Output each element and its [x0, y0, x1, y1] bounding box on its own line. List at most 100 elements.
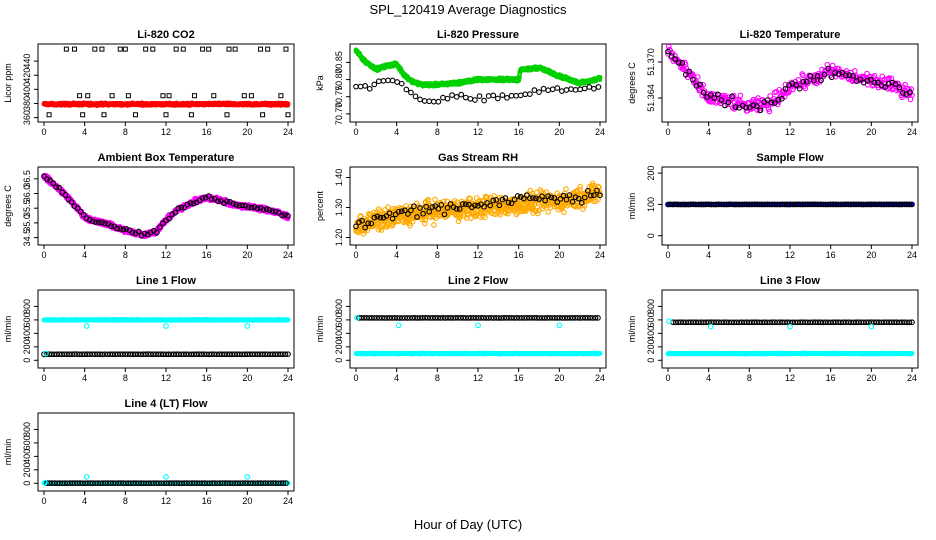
data-point	[245, 204, 252, 211]
data-point	[481, 97, 487, 104]
data-point	[389, 77, 396, 84]
data-point	[800, 72, 806, 79]
data-point	[675, 60, 682, 66]
data-point	[700, 89, 707, 96]
data-point	[829, 62, 836, 69]
data-point	[668, 53, 675, 59]
data-point	[722, 102, 728, 109]
data-point	[597, 77, 603, 83]
data-point	[572, 86, 579, 93]
data-point	[811, 77, 817, 84]
data-point	[825, 65, 831, 72]
plot-frame	[37, 43, 295, 123]
x-tick-label: 4	[394, 127, 399, 137]
panel-title: Ambient Box Temperature	[98, 152, 235, 164]
data-point	[444, 198, 450, 205]
data-point	[875, 79, 881, 86]
data-point	[157, 224, 163, 230]
x-tick-label: 0	[41, 250, 46, 260]
data-point	[800, 78, 807, 85]
data-point	[199, 195, 206, 202]
data-point	[449, 92, 455, 98]
y-axis-label: degrees C	[627, 62, 637, 104]
data-point	[236, 202, 243, 209]
panel-title: Li-820 CO2	[137, 29, 194, 41]
data-point	[467, 95, 474, 102]
data-point	[595, 84, 602, 90]
data-point	[453, 93, 460, 100]
data-point	[241, 93, 247, 99]
data-point	[53, 184, 60, 190]
data-point	[173, 46, 179, 52]
data-point	[398, 80, 405, 87]
data-point	[178, 204, 185, 211]
data-point	[248, 93, 254, 99]
data-point	[101, 112, 107, 118]
data-point	[824, 61, 831, 68]
data-point	[757, 107, 764, 114]
data-point	[41, 173, 47, 180]
data-point	[92, 46, 98, 52]
data-point	[266, 207, 273, 213]
data-point	[83, 215, 90, 221]
data-point	[465, 211, 472, 217]
data-point	[376, 208, 383, 214]
data-point	[190, 200, 197, 207]
x-tick-label: 0	[665, 127, 670, 137]
data-point	[385, 77, 391, 84]
data-point	[230, 200, 236, 207]
data-point	[122, 46, 128, 52]
data-point	[534, 204, 541, 211]
data-point	[737, 92, 744, 99]
data-point	[729, 93, 735, 100]
data-point	[403, 86, 410, 93]
data-point	[421, 98, 428, 104]
data-point	[846, 72, 853, 78]
data-point	[77, 208, 84, 215]
data-point	[732, 104, 739, 110]
data-point	[803, 78, 810, 85]
x-tick-label: 20	[554, 127, 564, 137]
data-point	[576, 186, 583, 193]
data-point	[577, 86, 584, 93]
data-point	[690, 76, 696, 83]
y-tick-label: 1.20	[334, 229, 344, 247]
x-tick-label: 12	[785, 127, 795, 137]
data-point	[180, 46, 186, 52]
data-point	[233, 201, 239, 208]
data-point	[191, 93, 197, 99]
y-tick-label: 35.5	[22, 199, 32, 217]
data-point	[885, 80, 892, 87]
data-point	[769, 100, 776, 107]
y-tick-label: 36.0	[22, 185, 32, 203]
x-tick-label: 4	[82, 127, 87, 137]
data-point	[864, 70, 870, 77]
x-tick-label: 24	[283, 250, 293, 260]
data-point	[141, 230, 148, 237]
data-point	[117, 225, 124, 232]
data-point	[72, 46, 77, 52]
data-point	[169, 211, 175, 217]
data-point	[458, 91, 465, 98]
data-point	[899, 90, 906, 96]
x-tick-label: 0	[353, 250, 358, 260]
data-point	[711, 95, 718, 101]
series-average	[353, 47, 603, 89]
data-point	[775, 96, 782, 103]
data-point	[490, 92, 497, 99]
data-point	[771, 100, 778, 107]
data-point	[531, 87, 538, 93]
data-point	[896, 84, 903, 91]
data-point	[129, 229, 136, 236]
y-tick-label: 1.40	[334, 169, 344, 187]
y-tick-label: 70.70	[334, 103, 344, 126]
data-point	[205, 193, 212, 199]
y-tick-label: 380	[22, 96, 32, 111]
data-point	[779, 95, 785, 102]
data-point	[867, 76, 874, 83]
data-point	[700, 82, 706, 88]
data-point	[85, 93, 91, 99]
y-axis-label: percent	[315, 190, 325, 221]
data-point	[248, 204, 255, 211]
